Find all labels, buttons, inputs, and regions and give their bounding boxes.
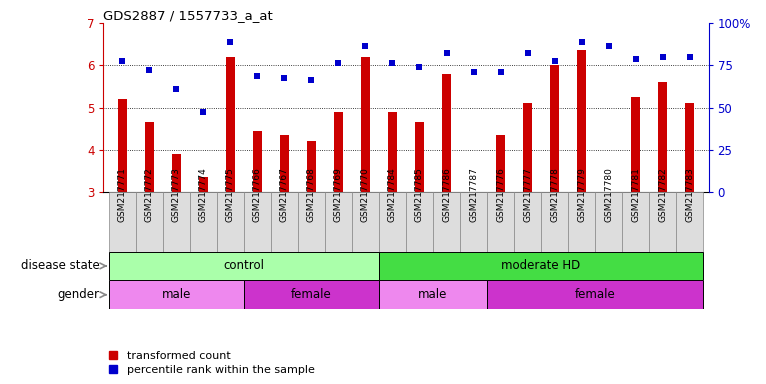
- Text: GSM217784: GSM217784: [388, 167, 397, 222]
- Bar: [649, 192, 676, 252]
- Bar: [306, 141, 316, 192]
- Text: GSM217785: GSM217785: [415, 167, 424, 222]
- Text: female: female: [291, 288, 332, 301]
- Text: GSM217777: GSM217777: [523, 167, 532, 222]
- Text: GSM217775: GSM217775: [226, 167, 235, 222]
- Bar: [325, 192, 352, 252]
- Bar: [379, 252, 703, 280]
- Bar: [136, 192, 163, 252]
- Legend: transformed count, percentile rank within the sample: transformed count, percentile rank withi…: [109, 351, 315, 375]
- Bar: [433, 192, 460, 252]
- Bar: [595, 192, 622, 252]
- Bar: [172, 154, 181, 192]
- Bar: [244, 192, 271, 252]
- Bar: [460, 192, 487, 252]
- Bar: [271, 192, 298, 252]
- Bar: [334, 112, 343, 192]
- Text: GSM217766: GSM217766: [253, 167, 262, 222]
- Bar: [361, 57, 370, 192]
- Bar: [685, 103, 694, 192]
- Bar: [414, 122, 424, 192]
- Text: GSM217768: GSM217768: [307, 167, 316, 222]
- Bar: [198, 177, 208, 192]
- Text: GSM217772: GSM217772: [145, 167, 154, 222]
- Bar: [244, 280, 379, 309]
- Text: GSM217780: GSM217780: [604, 167, 613, 222]
- Bar: [550, 65, 559, 192]
- Text: disease state: disease state: [21, 260, 100, 272]
- Bar: [487, 280, 703, 309]
- Text: GSM217782: GSM217782: [658, 167, 667, 222]
- Text: gender: gender: [57, 288, 100, 301]
- Text: GSM217781: GSM217781: [631, 167, 640, 222]
- Text: GSM217774: GSM217774: [199, 167, 208, 222]
- Bar: [226, 57, 235, 192]
- Bar: [190, 192, 217, 252]
- Text: GSM217787: GSM217787: [469, 167, 478, 222]
- Bar: [514, 192, 541, 252]
- Text: GSM217783: GSM217783: [685, 167, 694, 222]
- Text: GSM217767: GSM217767: [280, 167, 289, 222]
- Bar: [109, 280, 244, 309]
- Bar: [109, 252, 379, 280]
- Bar: [145, 122, 154, 192]
- Text: male: male: [418, 288, 447, 301]
- Bar: [379, 192, 406, 252]
- Text: GSM217786: GSM217786: [442, 167, 451, 222]
- Text: GDS2887 / 1557733_a_at: GDS2887 / 1557733_a_at: [103, 9, 273, 22]
- Bar: [658, 82, 667, 192]
- Bar: [118, 99, 127, 192]
- Bar: [496, 135, 506, 192]
- Bar: [217, 192, 244, 252]
- Text: GSM217779: GSM217779: [577, 167, 586, 222]
- Bar: [442, 74, 451, 192]
- Bar: [487, 192, 514, 252]
- Bar: [298, 192, 325, 252]
- Bar: [109, 192, 136, 252]
- Bar: [163, 192, 190, 252]
- Bar: [388, 112, 398, 192]
- Bar: [568, 192, 595, 252]
- Text: GSM217776: GSM217776: [496, 167, 505, 222]
- Bar: [406, 192, 433, 252]
- Text: male: male: [162, 288, 191, 301]
- Bar: [280, 135, 289, 192]
- Bar: [631, 97, 640, 192]
- Bar: [676, 192, 703, 252]
- Text: GSM217771: GSM217771: [118, 167, 127, 222]
- Text: GSM217778: GSM217778: [550, 167, 559, 222]
- Bar: [541, 192, 568, 252]
- Text: control: control: [224, 260, 264, 272]
- Bar: [622, 192, 649, 252]
- Bar: [253, 131, 262, 192]
- Bar: [577, 51, 586, 192]
- Text: GSM217770: GSM217770: [361, 167, 370, 222]
- Text: GSM217773: GSM217773: [172, 167, 181, 222]
- Text: moderate HD: moderate HD: [502, 260, 581, 272]
- Bar: [523, 103, 532, 192]
- Bar: [379, 280, 487, 309]
- Bar: [352, 192, 379, 252]
- Text: female: female: [574, 288, 615, 301]
- Text: GSM217769: GSM217769: [334, 167, 343, 222]
